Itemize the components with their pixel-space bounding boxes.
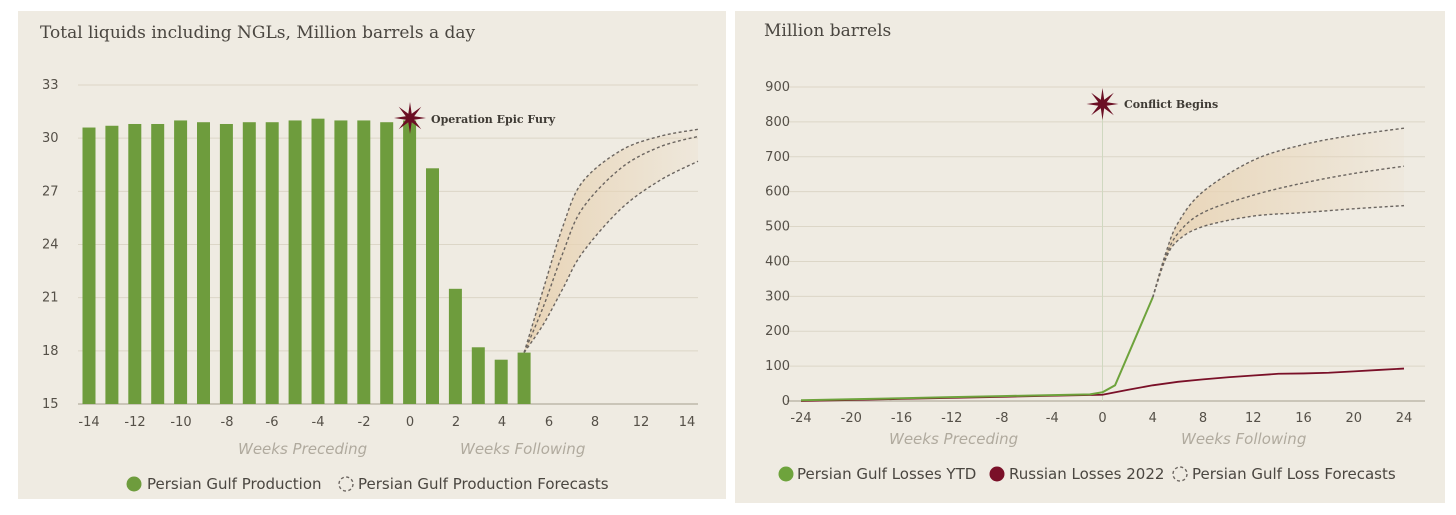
bar	[219, 123, 233, 404]
bar	[426, 168, 439, 404]
x-tick-label: -14	[78, 415, 99, 430]
x-tick-label: -4	[1046, 411, 1059, 426]
y-tick-label: 400	[765, 254, 790, 269]
y-tick-label: 600	[765, 185, 790, 200]
losses-chart-panel: Million barrels 900 800 700 600 500 400 300 200…	[735, 11, 1445, 503]
legend-label-loss-forecast: Persian Gulf Loss Forecasts	[1192, 465, 1396, 483]
forecast-band	[1152, 128, 1404, 298]
y-tick-label: 27	[42, 184, 59, 199]
y-tick-label: 30	[42, 131, 59, 146]
x-tick-label: -6	[266, 415, 279, 430]
x-tick-label: -8	[221, 415, 234, 430]
bar	[128, 123, 142, 404]
x-tick-label: 0	[406, 415, 414, 430]
legend: Persian Gulf Production Persian Gulf Pro…	[126, 475, 609, 493]
x-tick-label: 4	[498, 415, 506, 430]
y-tick-label: 500	[765, 220, 790, 235]
x-tick-label: 0	[1098, 411, 1106, 426]
x-tick-label: 12	[1245, 411, 1262, 426]
y-tick-label: 900	[765, 80, 790, 95]
bar	[197, 122, 210, 404]
x-label-weeks-preceding: Weeks Preceding	[238, 440, 367, 458]
bar	[403, 120, 417, 404]
legend-swatch-russian-losses	[989, 466, 1005, 482]
operation-star-icon	[394, 102, 426, 134]
bar	[288, 120, 302, 404]
bar	[334, 120, 348, 404]
x-tick-label: 8	[1199, 411, 1207, 426]
y-tick-label: 300	[765, 289, 790, 304]
x-tick-label: -16	[891, 411, 912, 426]
bar	[311, 118, 325, 404]
y-tick-label: 800	[765, 115, 790, 130]
chart-title: Total liquids including NGLs, Million ba…	[40, 23, 476, 43]
persian-gulf-losses-line	[800, 296, 1154, 402]
x-label-weeks-following: Weeks Following	[460, 440, 585, 458]
x-tick-label: -4	[312, 415, 325, 430]
y-tick-label: 18	[42, 344, 59, 359]
x-label-weeks-preceding: Weeks Preceding	[889, 430, 1018, 448]
x-tick-label: -2	[358, 415, 371, 430]
bar	[105, 125, 119, 404]
conflict-star-icon	[1086, 88, 1119, 120]
x-tick-label: -20	[841, 411, 862, 426]
legend-label-production: Persian Gulf Production	[147, 475, 322, 493]
forecast-band	[524, 129, 698, 353]
production-chart: Total liquids including NGLs, Million ba…	[40, 23, 699, 493]
bar	[357, 120, 371, 404]
production-chart-panel: Total liquids including NGLs, Million ba…	[18, 11, 726, 499]
forecast-upper-line	[523, 128, 699, 353]
legend-swatch-persian-gulf-losses	[778, 466, 794, 482]
forecast-lower-line	[1152, 204, 1405, 298]
forecast-mid-line	[523, 135, 699, 353]
legend-swatch-production	[126, 476, 142, 492]
bar	[265, 122, 279, 404]
x-tick-label: 16	[1295, 411, 1312, 426]
bar	[448, 288, 462, 404]
legend-label-persian-gulf-losses: Persian Gulf Losses YTD	[797, 465, 976, 483]
forecast-mid-line	[1152, 165, 1405, 298]
x-tick-label: -12	[941, 411, 962, 426]
x-tick-label: -24	[790, 411, 811, 426]
legend-swatch-loss-forecast	[1172, 466, 1188, 482]
x-label-weeks-following: Weeks Following	[1181, 430, 1306, 448]
x-tick-label: -12	[124, 415, 145, 430]
x-tick-label: 8	[591, 415, 599, 430]
chart-title: Million barrels	[764, 21, 891, 41]
x-tick-label: -8	[996, 411, 1009, 426]
annotation-conflict-begins: Conflict Begins	[1124, 98, 1218, 111]
y-tick-label: 24	[42, 238, 59, 253]
y-tick-label: 15	[42, 397, 59, 412]
y-tick-label: 21	[42, 291, 59, 306]
bar	[471, 347, 485, 404]
x-tick-label: 4	[1149, 411, 1157, 426]
legend-label-forecast: Persian Gulf Production Forecasts	[358, 475, 609, 493]
bar	[82, 127, 96, 405]
x-tick-label: -10	[170, 415, 191, 430]
bar	[174, 120, 188, 404]
bar	[380, 122, 394, 404]
y-tick-label: 100	[765, 359, 790, 374]
legend-swatch-forecast	[338, 476, 354, 492]
bar	[517, 352, 531, 404]
x-tick-label: 2	[452, 415, 460, 430]
bar	[151, 123, 165, 404]
bar	[494, 359, 508, 404]
y-tick-label: 700	[765, 150, 790, 165]
y-tick-label: 33	[42, 78, 59, 93]
x-tick-label: 14	[679, 415, 696, 430]
legend: Persian Gulf Losses YTD Russian Losses 2…	[778, 465, 1396, 483]
legend-label-russian-losses: Russian Losses 2022	[1009, 465, 1164, 483]
annotation-operation-epic-fury: Operation Epic Fury	[431, 113, 556, 126]
x-tick-label: 20	[1345, 411, 1362, 426]
forecast-lower-line	[523, 160, 699, 354]
bar	[242, 122, 256, 404]
y-tick-label: 200	[765, 324, 790, 339]
y-tick-label: 0	[782, 394, 790, 409]
x-tick-label: 12	[633, 415, 650, 430]
losses-chart: Million barrels 900800700600500400300200…	[764, 21, 1425, 483]
x-tick-label: 24	[1396, 411, 1413, 426]
x-tick-label: 6	[545, 415, 553, 430]
